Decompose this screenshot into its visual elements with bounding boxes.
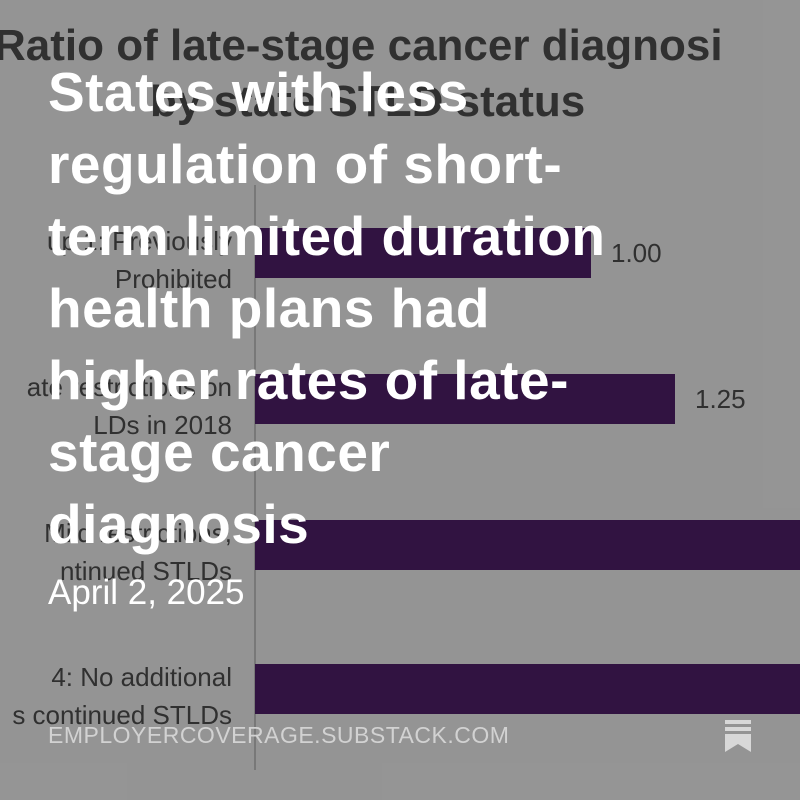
chart-category-label: ntinued STLDs (60, 556, 232, 586)
chart-category-label: ate restrictions on (27, 372, 232, 402)
chart-data-label: 1.25 (695, 384, 746, 414)
post-headline: States with less regulation of short-ter… (48, 61, 606, 555)
chart-category-label: LDs in 2018 (93, 410, 232, 440)
chart-title-line: Ratio of late-stage cancer diagnosi (0, 21, 723, 70)
chart-category-label: up 1: Previously (47, 226, 232, 256)
chart-category-label: 4: No additional (51, 662, 232, 692)
publication-domain[interactable]: EMPLOYERCOVERAGE.SUBSTACK.COM (48, 722, 510, 748)
chart-bar (255, 228, 591, 278)
chart-category-label: s continued STLDs (12, 700, 232, 730)
chart-bar (255, 374, 675, 424)
chart-title-line: by state STLD status (150, 77, 585, 126)
post-date: April 2, 2025 (48, 573, 245, 612)
chart-bar (255, 664, 800, 714)
chart-bar (255, 520, 800, 570)
chart-category-label: Prohibited (115, 264, 232, 294)
chart-data-label: 1.00 (611, 238, 662, 268)
chart-category-label: Mild restrictions, (44, 518, 232, 548)
bookmark-icon[interactable] (724, 720, 752, 752)
